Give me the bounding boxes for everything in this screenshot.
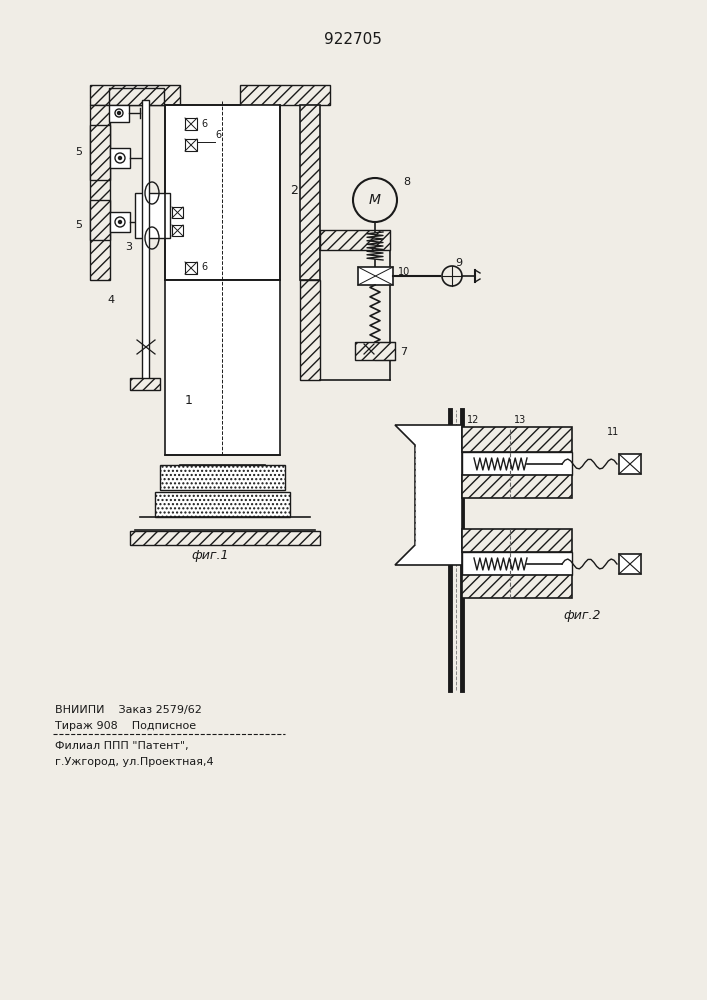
Text: 12: 12 — [467, 415, 479, 425]
Bar — [462, 475, 572, 498]
Text: 4: 4 — [107, 295, 114, 305]
Text: 6: 6 — [215, 130, 221, 140]
Bar — [358, 267, 393, 285]
Text: ВНИИПИ    Заказ 2579/62: ВНИИПИ Заказ 2579/62 — [55, 705, 202, 715]
Bar — [90, 125, 110, 180]
Text: 13: 13 — [514, 415, 526, 425]
Bar — [155, 492, 290, 517]
Bar — [462, 452, 572, 475]
Bar — [185, 262, 197, 274]
Bar — [109, 88, 164, 105]
Bar — [185, 139, 197, 151]
Bar — [160, 465, 285, 490]
Text: 9: 9 — [455, 258, 462, 268]
Text: г.Ужгород, ул.Проектная,4: г.Ужгород, ул.Проектная,4 — [55, 757, 214, 767]
Bar — [462, 529, 572, 552]
Text: фиг.2: фиг.2 — [563, 608, 601, 621]
Text: 7: 7 — [400, 347, 407, 357]
Bar — [109, 105, 129, 122]
Text: 3: 3 — [125, 242, 132, 252]
Bar — [172, 207, 183, 218]
Text: 10: 10 — [398, 267, 410, 277]
Text: 6: 6 — [201, 262, 207, 272]
Bar — [130, 531, 320, 545]
Text: 922705: 922705 — [324, 32, 382, 47]
Bar — [462, 427, 572, 452]
Bar — [240, 85, 330, 105]
Text: фиг.1: фиг.1 — [192, 550, 229, 562]
Circle shape — [119, 156, 122, 159]
Bar — [462, 575, 572, 598]
Bar — [462, 552, 572, 575]
Bar — [619, 554, 641, 574]
Circle shape — [117, 111, 120, 114]
Bar — [142, 100, 149, 380]
Bar — [320, 230, 390, 250]
Text: 5: 5 — [75, 220, 82, 230]
Bar — [300, 280, 320, 380]
Text: M: M — [369, 193, 381, 207]
Text: 6: 6 — [201, 119, 207, 129]
Bar — [185, 118, 197, 130]
Bar — [90, 200, 110, 240]
Text: Тираж 908    Подписное: Тираж 908 Подписное — [55, 721, 196, 731]
Bar — [172, 225, 183, 236]
Bar — [135, 193, 170, 238]
Bar — [619, 454, 641, 474]
Bar — [355, 342, 395, 360]
Bar — [110, 148, 130, 168]
Text: Филиал ППП "Патент",: Филиал ППП "Патент", — [55, 741, 189, 751]
Bar — [90, 85, 180, 105]
Circle shape — [119, 221, 122, 224]
Bar — [165, 105, 280, 280]
Bar — [90, 105, 110, 280]
Polygon shape — [395, 425, 462, 565]
Bar — [165, 280, 280, 455]
Bar — [130, 378, 160, 390]
Text: 1: 1 — [185, 393, 193, 406]
Text: 5: 5 — [75, 147, 82, 157]
Text: 2: 2 — [290, 184, 298, 196]
Bar — [110, 212, 130, 232]
Text: 8: 8 — [403, 177, 410, 187]
Bar — [300, 105, 320, 280]
Text: 11: 11 — [607, 427, 619, 437]
